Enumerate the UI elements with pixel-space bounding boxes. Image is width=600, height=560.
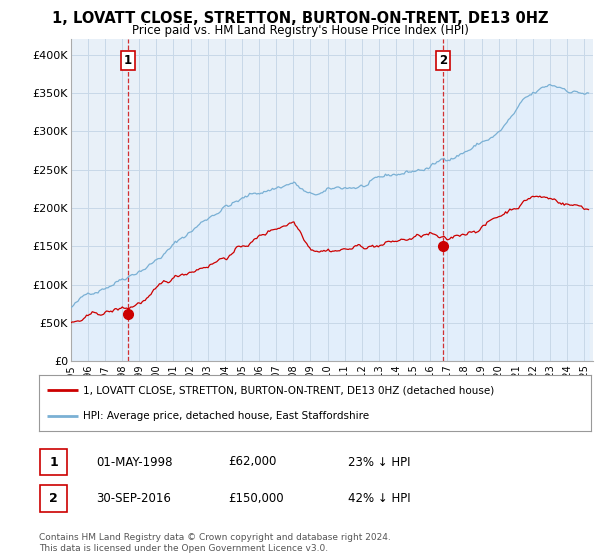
- Text: 2: 2: [49, 492, 58, 505]
- Text: 23% ↓ HPI: 23% ↓ HPI: [348, 455, 410, 469]
- Text: £150,000: £150,000: [228, 492, 284, 505]
- Text: Contains HM Land Registry data © Crown copyright and database right 2024.
This d: Contains HM Land Registry data © Crown c…: [39, 533, 391, 553]
- Text: 2: 2: [439, 54, 447, 67]
- Text: 1: 1: [49, 455, 58, 469]
- Text: 1: 1: [124, 54, 132, 67]
- Text: HPI: Average price, detached house, East Staffordshire: HPI: Average price, detached house, East…: [83, 411, 369, 421]
- Text: 1, LOVATT CLOSE, STRETTON, BURTON-ON-TRENT, DE13 0HZ: 1, LOVATT CLOSE, STRETTON, BURTON-ON-TRE…: [52, 11, 548, 26]
- Text: Price paid vs. HM Land Registry's House Price Index (HPI): Price paid vs. HM Land Registry's House …: [131, 24, 469, 36]
- Text: 1, LOVATT CLOSE, STRETTON, BURTON-ON-TRENT, DE13 0HZ (detached house): 1, LOVATT CLOSE, STRETTON, BURTON-ON-TRE…: [83, 385, 494, 395]
- Text: 30-SEP-2016: 30-SEP-2016: [96, 492, 171, 505]
- Text: £62,000: £62,000: [228, 455, 277, 469]
- Text: 42% ↓ HPI: 42% ↓ HPI: [348, 492, 410, 505]
- Text: 01-MAY-1998: 01-MAY-1998: [96, 455, 173, 469]
